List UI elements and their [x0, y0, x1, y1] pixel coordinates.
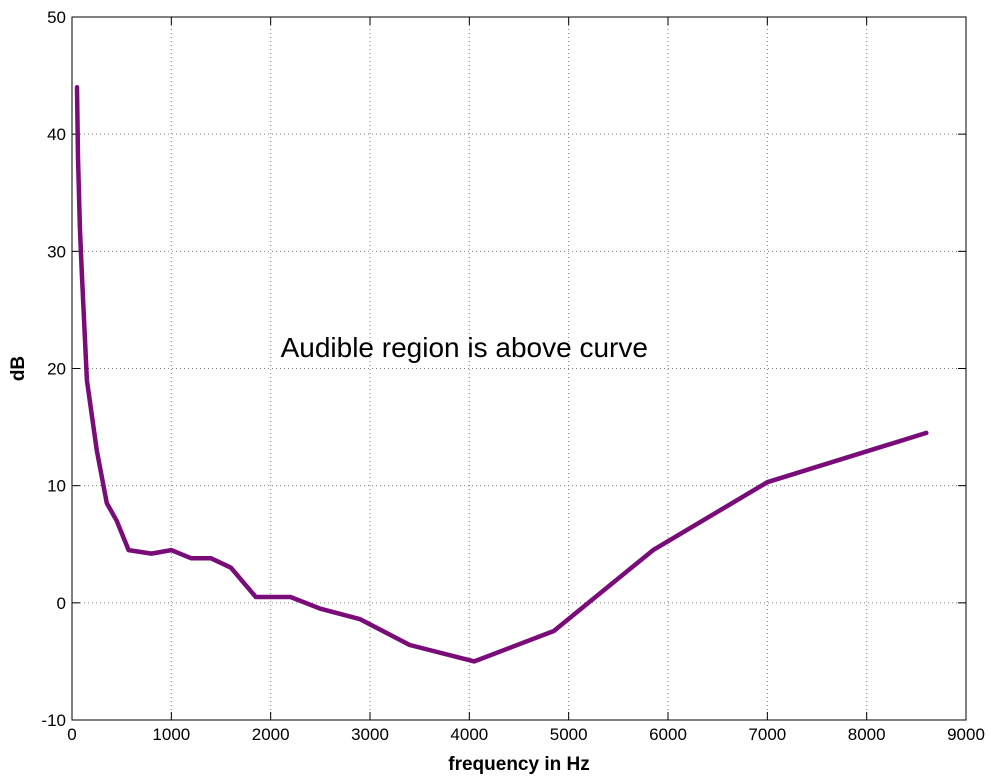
series-line — [74, 85, 929, 664]
axis-ticks — [71, 16, 967, 721]
y-tick-label: 50 — [47, 8, 66, 27]
x-tick-label: 0 — [67, 725, 76, 744]
y-tick-label: 20 — [47, 360, 66, 379]
x-tick-label: 7000 — [748, 725, 786, 744]
x-tick-label: 1000 — [152, 725, 190, 744]
grid-lines — [72, 17, 966, 720]
x-tick-label: 4000 — [450, 725, 488, 744]
y-tick-label: -10 — [41, 711, 66, 730]
series-points — [76, 87, 927, 662]
y-axis-label: dB — [8, 356, 29, 381]
y-tick-label: 30 — [47, 242, 66, 261]
x-tick-label: 6000 — [649, 725, 687, 744]
annotation-text: Audible region is above curve — [281, 332, 648, 363]
x-tick-label: 5000 — [550, 725, 588, 744]
x-tick-label: 8000 — [848, 725, 886, 744]
x-axis-label: frequency in Hz — [448, 754, 589, 775]
x-tick-label: 2000 — [252, 725, 290, 744]
y-tick-labels: -10 0 10 20 30 40 50 — [41, 8, 66, 730]
x-tick-label: 9000 — [947, 725, 985, 744]
y-tick-label: 10 — [47, 477, 66, 496]
x-tick-label: 3000 — [351, 725, 389, 744]
x-tick-labels: 0 1000 2000 3000 4000 5000 6000 7000 8000 9000 — [67, 725, 985, 744]
y-tick-label: 40 — [47, 125, 66, 144]
y-tick-label: 0 — [57, 594, 66, 613]
